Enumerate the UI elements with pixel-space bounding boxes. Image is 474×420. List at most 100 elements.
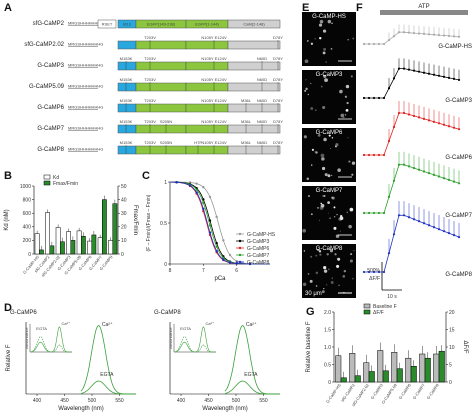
m13-segment [117,124,137,134]
baseline-bar [419,353,426,383]
y-tick-label: 800 [23,197,32,203]
y-tick-label-right: 0 [449,380,452,386]
cell-spot [315,271,319,275]
legend-label-fmax: Fmax/Fmin [53,181,78,187]
titration-point [208,224,212,227]
cell-spot [320,85,323,88]
cell-spot [319,253,322,256]
legend-label: G-CaMP3 [247,239,269,245]
emission-ca-curve [80,325,136,395]
trace-point [362,153,366,157]
cell-spot [334,216,336,218]
cell-spot [335,143,339,147]
construct-n-term: MRGSHHHHHHHG [68,21,103,26]
y-tick-label: 1.0 [324,345,331,351]
baseline-bar [349,353,356,383]
cell-spot [336,264,340,268]
x-tick-label: 550 [259,398,268,404]
mutation-label: N105Y E124V [201,56,227,61]
y-tick-label-right: 5 [449,362,452,368]
micrograph [302,244,356,298]
fmax-bar [60,241,65,255]
micrograph [302,186,356,240]
kd-bar [108,240,113,255]
trace-point [372,96,376,100]
cam-segment [227,40,281,50]
kd-bar [87,240,92,255]
inset-y-label: Absorbance [168,327,173,349]
cell-spot [329,217,331,219]
titration-point [202,198,205,201]
egfp-c-segment [135,40,187,50]
cell-spot [327,201,330,204]
egfp-n-segment [185,40,229,50]
cell-spot [303,135,307,139]
cell-spot [328,268,330,271]
titration-point [228,261,232,264]
mutation-label: N105Y E124V [201,140,227,145]
cell-spot [324,78,328,83]
cell-spot [323,137,327,142]
egfp-c-segment [135,61,187,71]
cell-spot [352,37,355,40]
legend-label: G-CaMP8 [247,260,269,266]
x-axis-label: pCa [214,276,226,282]
titration-point [228,253,232,257]
fmax-bar [81,236,86,255]
cell-spot [324,173,328,177]
y-tick-label: 1000 [20,184,31,190]
cell-spot [334,253,337,256]
cell-spot [353,250,355,252]
panel-letter-e: E [302,2,310,14]
fmax-bar [70,240,76,255]
cell-spot [331,174,333,177]
segment-label: EGFP(149-238) [147,22,176,27]
cell-spot [347,137,349,139]
cell-spot [329,147,331,150]
mutation-label: M153K [120,140,133,145]
cell-spot [327,174,331,178]
cell-spot [302,228,307,233]
legend-label-baseline: Baseline F [373,304,397,310]
egfp-n-segment [185,124,229,134]
cell-spot [350,75,353,78]
fluorescence-trace [364,112,460,156]
trace-point [377,153,381,157]
cell-spot [351,161,356,165]
cell-spot [348,160,351,163]
titration-point [195,188,198,191]
cell-spot [331,196,334,199]
panel-c-titration-chart: 8 7 6 0 0.5 1 pCa (F – Fmin)/(Fmax – Fmin) G-CaM… [146,180,276,282]
fluorescence-trace [364,164,460,214]
y-tick-label: 1 [164,180,167,186]
titration-point [195,191,198,194]
y-tick-label: 200 [23,238,32,244]
trace-point [382,270,386,274]
cell-spot [333,206,336,209]
mutation-label: M153K [120,119,133,124]
baseline-bar [405,357,412,383]
x-tick-label: 400 [33,398,42,404]
x-tick-label: 7 [202,268,205,274]
mutation-label: T203V [144,77,156,82]
titration-point [202,207,205,211]
cell-spot [343,269,347,273]
legend-label-kd: Kd [53,175,59,181]
dff-bar [340,377,347,383]
kd-bar [45,212,50,255]
cell-spot [347,38,350,41]
legend-swatch-fmax [43,180,51,186]
titration-point [215,245,218,248]
inset-ca-label: Ca²⁺ [206,321,215,326]
mutation-label: N60D [257,140,267,145]
trace-point [372,270,376,274]
trace-point [377,211,381,215]
cell-spot [346,211,348,213]
y-axis-label-right: Fmax/Fmin [132,205,138,235]
spectrum-title: G-CaMP8 [154,310,181,316]
fmax-bar [112,203,118,255]
inset-ca-curve [30,326,72,353]
egfp-n-segment [185,103,229,113]
cell-spot [309,279,313,283]
cell-spot [337,257,341,261]
